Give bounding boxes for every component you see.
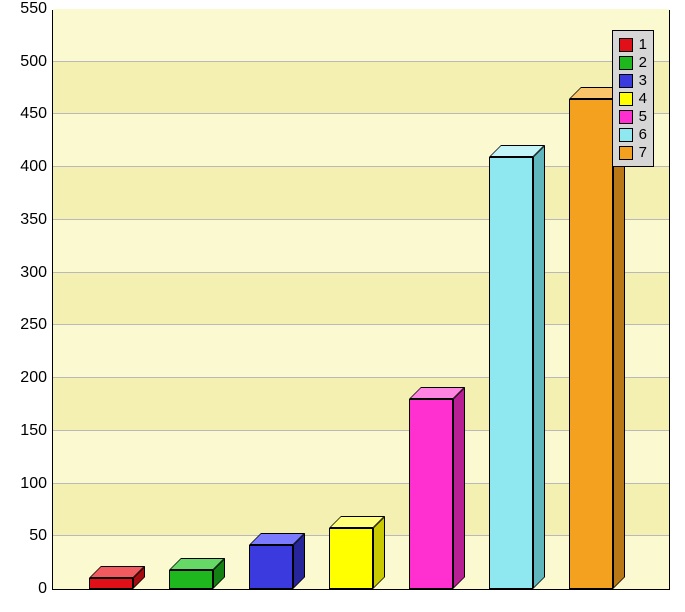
legend-swatch	[619, 146, 633, 160]
bar-6	[489, 145, 545, 589]
y-axis-tick-label: 450	[20, 105, 53, 123]
legend-label: 7	[639, 144, 647, 161]
y-axis-tick-label: 300	[20, 264, 53, 282]
y-axis-tick-label: 400	[20, 158, 53, 176]
legend-item-6: 6	[619, 126, 647, 143]
legend-item-3: 3	[619, 72, 647, 89]
legend: 1234567	[612, 30, 654, 167]
y-axis-tick-label: 0	[38, 580, 53, 598]
bar-2	[169, 558, 225, 589]
bar-4	[329, 516, 385, 589]
legend-label: 6	[639, 126, 647, 143]
legend-swatch	[619, 74, 633, 88]
legend-label: 5	[639, 108, 647, 125]
y-axis-tick-label: 50	[29, 527, 53, 545]
y-axis-tick-label: 350	[20, 211, 53, 229]
legend-swatch	[619, 92, 633, 106]
legend-label: 3	[639, 72, 647, 89]
legend-label: 4	[639, 90, 647, 107]
legend-item-1: 1	[619, 36, 647, 53]
legend-item-5: 5	[619, 108, 647, 125]
y-axis-tick-label: 100	[20, 475, 53, 493]
bar-chart: 0 50 100 150 200 250 300 350 400 450 500 550 123456…	[0, 0, 685, 612]
y-axis-tick-label: 550	[20, 0, 53, 18]
legend-label: 1	[639, 36, 647, 53]
bar-1	[89, 566, 145, 589]
y-axis-tick-label: 150	[20, 422, 53, 440]
legend-item-2: 2	[619, 54, 647, 71]
legend-item-7: 7	[619, 144, 647, 161]
legend-swatch	[619, 56, 633, 70]
background-stripe	[53, 9, 669, 62]
legend-swatch	[619, 38, 633, 52]
bar-5	[409, 387, 465, 589]
bar-3	[249, 533, 305, 589]
plot-area: 050100150200250300350400450500550	[52, 10, 670, 590]
legend-swatch	[619, 128, 633, 142]
legend-swatch	[619, 110, 633, 124]
gridline	[53, 61, 669, 62]
y-axis-tick-label: 500	[20, 53, 53, 71]
legend-label: 2	[639, 54, 647, 71]
y-axis-tick-label: 200	[20, 369, 53, 387]
legend-item-4: 4	[619, 90, 647, 107]
y-axis-tick-label: 250	[20, 316, 53, 334]
